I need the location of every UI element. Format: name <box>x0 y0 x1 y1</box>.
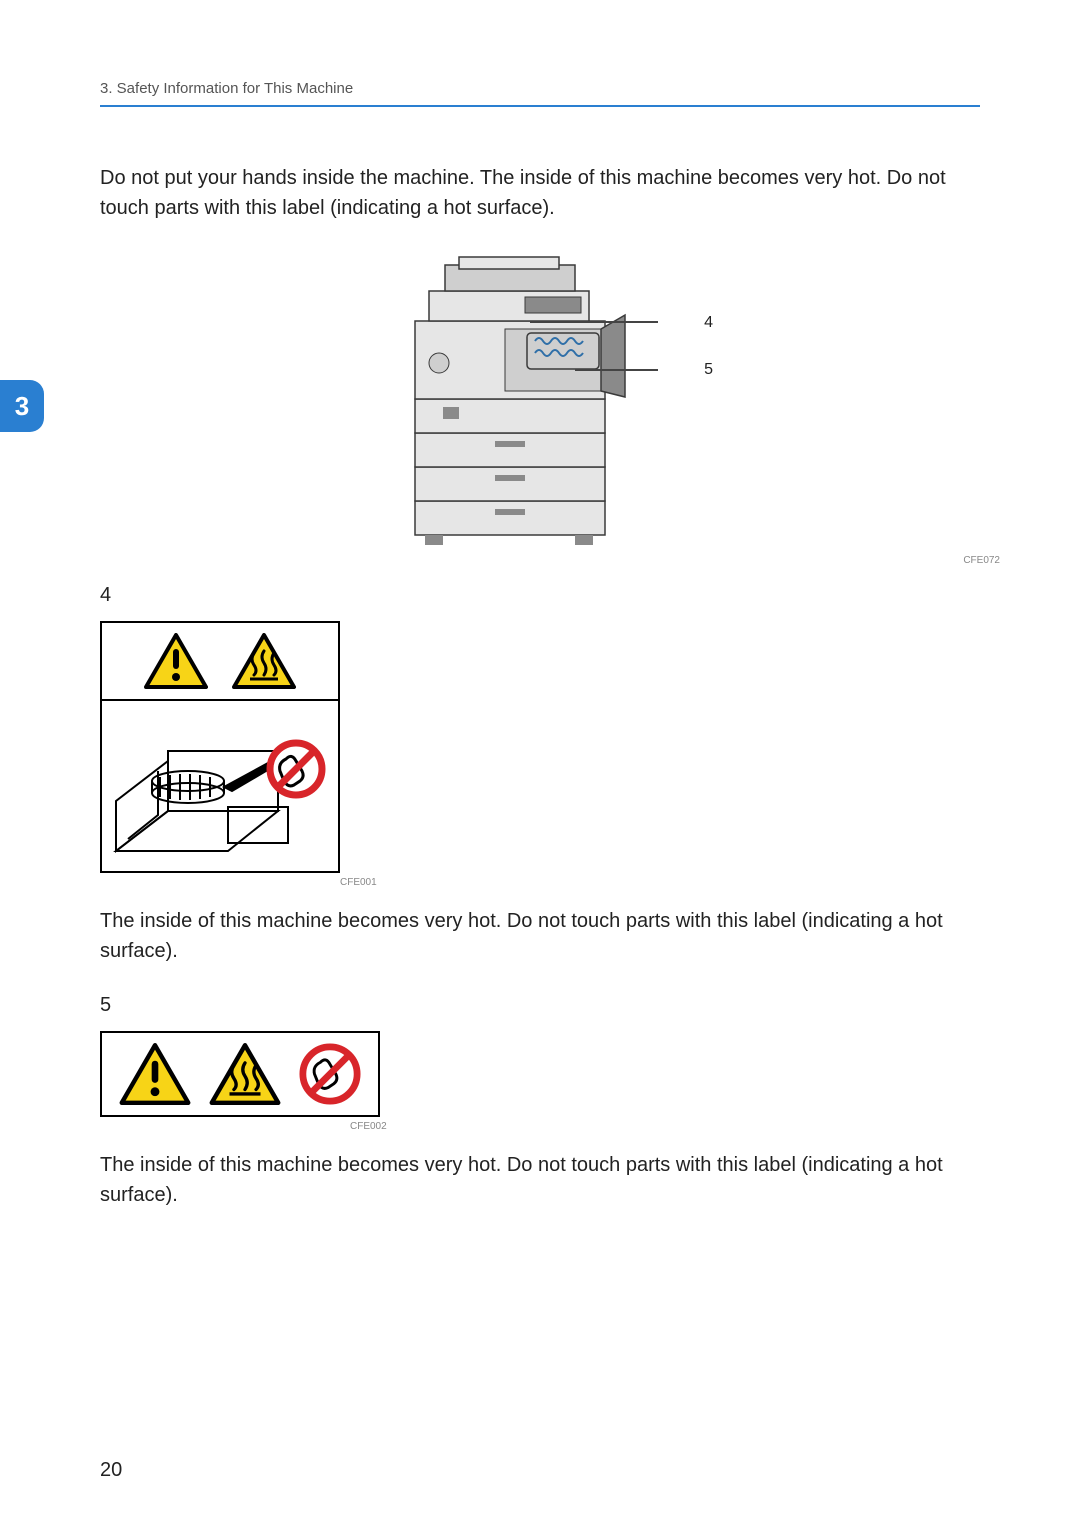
figure-main: 4 5 CFE072 <box>100 251 980 566</box>
figure-code-main: CFE072 <box>963 555 1000 566</box>
leader-line-5 <box>575 369 658 371</box>
page-number: 20 <box>100 1459 122 1482</box>
warning-panel-4-bottom <box>102 701 338 871</box>
intro-paragraph: Do not put your hands inside the machine… <box>100 163 980 223</box>
printer-svg <box>385 251 645 551</box>
warning-triangle-icon <box>144 633 208 689</box>
warning-triangle-icon <box>119 1043 191 1105</box>
warning-strip-5 <box>100 1031 380 1117</box>
callout-5: 5 <box>704 361 713 379</box>
section-4-text: The inside of this machine becomes very … <box>100 906 980 966</box>
page: 3. Safety Information for This Machine 3… <box>0 0 1080 1532</box>
warning-panel-4-top <box>102 623 338 701</box>
hot-surface-triangle-icon <box>232 633 296 689</box>
printer-illustration: 4 5 <box>385 251 695 551</box>
leader-line-4 <box>530 321 658 323</box>
warning-panel-4 <box>100 621 340 873</box>
figure-code-4: CFE001 <box>340 877 377 888</box>
no-touch-icon <box>299 1043 361 1105</box>
hot-surface-triangle-icon <box>209 1043 281 1105</box>
chapter-tab: 3 <box>0 380 44 432</box>
chapter-number: 3 <box>15 391 29 422</box>
figure-4: CFE001 <box>100 621 980 888</box>
callout-4: 4 <box>704 314 713 332</box>
figure-5: CFE002 <box>100 1031 980 1132</box>
machine-internals-icon <box>108 711 336 871</box>
running-head: 3. Safety Information for This Machine <box>100 80 980 97</box>
section-5-text: The inside of this machine becomes very … <box>100 1150 980 1210</box>
header-rule <box>100 105 980 107</box>
figure-code-5: CFE002 <box>350 1121 387 1132</box>
section-5-number: 5 <box>100 994 980 1017</box>
section-4-number: 4 <box>100 584 980 607</box>
